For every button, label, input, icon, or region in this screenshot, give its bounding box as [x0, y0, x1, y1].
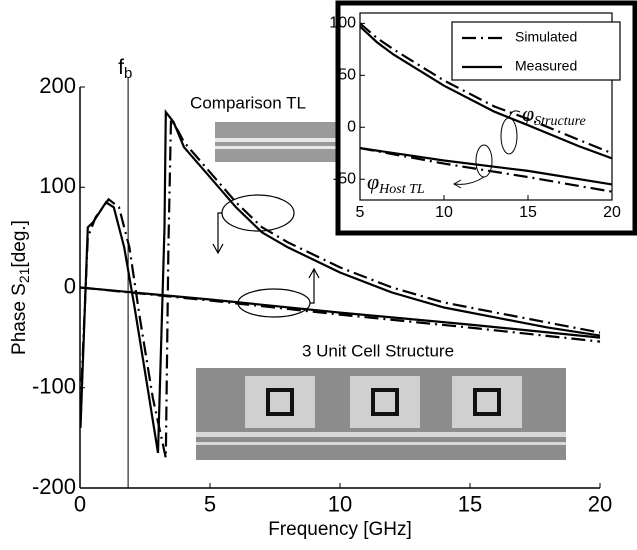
- unit-cell-photo: [196, 368, 566, 460]
- y-tick-label: 0: [64, 273, 76, 298]
- comparison-tl-photo: [215, 122, 338, 162]
- x-tick-label: 15: [458, 491, 482, 516]
- annotation: 3 Unit Cell Structure: [302, 341, 454, 360]
- legend-box: [451, 21, 621, 81]
- series-line: [79, 115, 601, 459]
- y-tick-label: 200: [39, 73, 76, 98]
- y-label-sub: 21: [16, 267, 32, 283]
- marker-label-main: f: [118, 56, 124, 79]
- annotation: Comparison TL: [190, 93, 306, 112]
- legend-label: Simulated: [515, 29, 577, 45]
- plot-frame: [359, 12, 613, 201]
- y-tick-label: -50: [333, 170, 356, 187]
- y-tick-label: -100: [32, 374, 76, 399]
- x-axis-label: Frequency [GHz]: [268, 519, 412, 540]
- y-label-text: Phase S: [9, 283, 30, 355]
- series-line: [79, 286, 601, 343]
- y-tick-label: 50: [338, 67, 356, 84]
- series-line: [359, 22, 613, 155]
- annotation: φStructure: [522, 101, 586, 129]
- series-line: [359, 147, 613, 186]
- legend-label: Measured: [515, 58, 577, 74]
- x-tick-label: 15: [519, 204, 537, 221]
- annotation-symbol: φ: [522, 101, 534, 126]
- x-tick-label: 10: [435, 204, 453, 221]
- inset-arrow: [508, 110, 521, 119]
- ellipse-arrows: [212, 194, 320, 318]
- y-tick-label: 100: [329, 15, 356, 32]
- annotation: φHost TL: [367, 169, 425, 197]
- series-line: [359, 25, 613, 160]
- y-label-suffix: [deg.]: [9, 220, 30, 268]
- x-tick-label: 5: [204, 491, 216, 516]
- x-tick-label: 20: [588, 491, 612, 516]
- x-tick-label: 10: [328, 491, 352, 516]
- marker-label-sub: b: [124, 65, 132, 82]
- y-tick-label: -200: [32, 474, 76, 499]
- y-tick-label: 100: [39, 173, 76, 198]
- annotation-sub: Host TL: [378, 182, 425, 197]
- series-line: [359, 147, 613, 193]
- annotation-sub: Structure: [534, 114, 586, 129]
- marker-label: fb: [118, 56, 132, 82]
- x-tick-label: 0: [74, 491, 86, 516]
- y-tick-label: 0: [347, 118, 356, 135]
- x-tick-label: 5: [356, 204, 365, 221]
- inset-arrow: [452, 176, 485, 189]
- x-tick-label: 20: [603, 204, 621, 221]
- annotation-symbol: φ: [367, 169, 379, 194]
- y-axis-label: Phase S21[deg.]: [9, 220, 32, 355]
